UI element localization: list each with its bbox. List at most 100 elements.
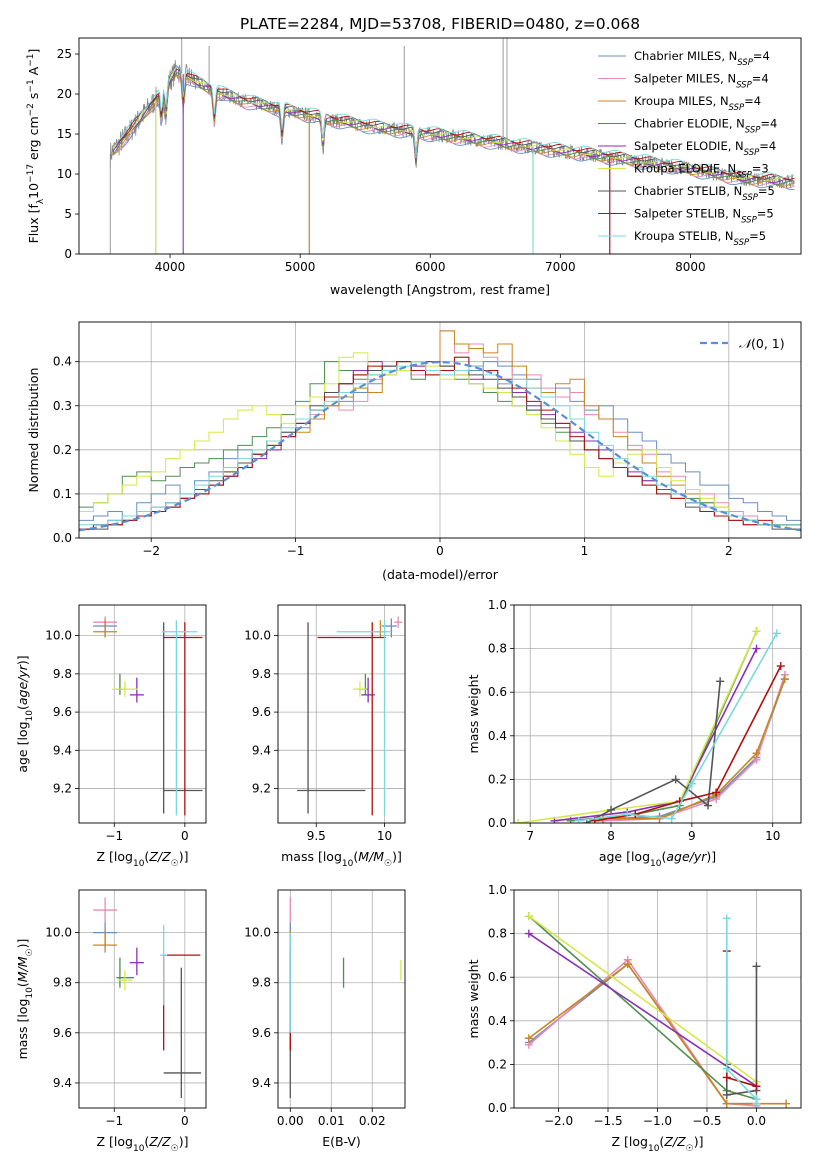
x-tick-label: 0.0 (747, 1114, 766, 1128)
axes-frame (78, 889, 207, 1109)
weight-marker (776, 662, 785, 671)
y-tick-label: 9.4 (252, 743, 271, 757)
y-tick-label: 10.0 (45, 629, 72, 643)
label-part: Z [log (612, 1134, 648, 1149)
legend-tail: =4 (753, 49, 770, 63)
y-tick-label: 9.2 (252, 782, 271, 796)
legend-tail: =4 (752, 72, 769, 86)
label-part: ( (661, 849, 666, 864)
x-tick-label: −1.0 (643, 1114, 672, 1128)
weight-line (578, 632, 778, 822)
y-axis-label: mass [log10(M/M☉)] (15, 939, 35, 1060)
y-tick-label: 9.6 (252, 1026, 271, 1040)
model-spectrum-line (112, 65, 795, 180)
legend-entry: Chabrier ELODIE, NSSP=4 (634, 117, 777, 136)
y-tick-label: 0.8 (488, 927, 507, 941)
legend-sub: SSP (734, 238, 750, 248)
y-tick-label: 0.2 (53, 443, 72, 457)
weight-marker (607, 805, 616, 814)
y-tick-label: 0.6 (488, 685, 507, 699)
legend-sub: SSP (742, 193, 758, 203)
legend-sub: SSP (737, 58, 753, 68)
y-tick-label: 0.2 (488, 1057, 507, 1071)
label-part: )] (706, 849, 716, 864)
legend-entry: Chabrier MILES, NSSP=4 (634, 49, 770, 68)
weight-marker (772, 629, 781, 638)
x-axis-label: Z [log10(Z/Z☉)] (97, 849, 189, 869)
label-part: Z/Z (148, 1134, 171, 1149)
x-tick-label: 7000 (545, 260, 576, 274)
weight-marker (752, 749, 761, 758)
y-tick-label: 0.4 (53, 355, 72, 369)
y-tick-label: 9.4 (53, 743, 72, 757)
legend-tail: =4 (760, 117, 777, 131)
label-part: M/M (15, 956, 30, 982)
y-tick-label: 9.4 (252, 1076, 271, 1090)
y-tick-label: 5 (64, 207, 72, 221)
label-part: 10 (26, 183, 41, 199)
axes-frame (78, 604, 207, 824)
x-tick-label: −1 (105, 829, 123, 843)
label-part: ( (144, 849, 149, 864)
legend-text: Chabrier STELIB, N (634, 184, 742, 198)
label-part: ☉ (171, 859, 179, 869)
legend-text: Salpeter ELODIE, N (634, 139, 744, 153)
label-part: ( (659, 1134, 664, 1149)
y-axis-label: Normed distribution (26, 368, 41, 493)
label-part: )] (15, 655, 30, 665)
label-part: age/yr (666, 849, 707, 864)
label-part: 10 (133, 859, 145, 869)
weight-line (528, 915, 757, 1083)
y-tick-label: 0.0 (488, 816, 507, 830)
legend-entry: Salpeter MILES, NSSP=4 (634, 72, 769, 91)
histogram-step (79, 361, 801, 538)
x-tick-label: 10 (377, 829, 392, 843)
weight-marker (782, 1099, 791, 1108)
x-tick-label: −1.5 (593, 1114, 622, 1128)
legend-text: Kroupa ELODIE, N (634, 162, 736, 176)
x-tick-label: 9 (688, 829, 696, 843)
label-part: Z [log (97, 1134, 133, 1149)
x-axis-label: Z [log10(Z/Z☉)] (612, 1134, 704, 1154)
x-tick-label: 9.5 (307, 829, 326, 843)
y-tick-label: 0.1 (53, 487, 72, 501)
y-tick-label: 10.0 (244, 629, 271, 643)
mass_vs_ebv-axes: 0.00 0.01 0.02 9.4 9.6 9.8 10.0 E(B-V) (244, 889, 406, 1149)
y-tick-label: 1.0 (488, 883, 507, 897)
plot-area (93, 616, 203, 816)
legend-sub: SSP (741, 216, 757, 226)
y-tick-label: 9.8 (252, 976, 271, 990)
x-tick-label: 2 (725, 544, 733, 558)
legend-entry: Salpeter STELIB, NSSP=5 (634, 207, 774, 226)
weight-marker (514, 819, 523, 823)
y-tick-label: 0 (64, 247, 72, 261)
label-part: 10 (133, 1144, 145, 1154)
x-axis-label: age [log10(age/yr)] (599, 849, 716, 869)
weight-line (725, 951, 757, 1087)
label-part: ( (15, 982, 30, 987)
x-tick-label: 4000 (155, 260, 186, 274)
plot-area (109, 38, 795, 254)
legend-sub: SSP (729, 103, 745, 113)
x-tick-label: 10 (765, 829, 780, 843)
label-part: mass [log (15, 999, 30, 1060)
y-tick-label: 9.6 (53, 1026, 72, 1040)
y-axis-label: mass weight (466, 674, 481, 753)
legend-entry: Chabrier STELIB, NSSP=5 (634, 184, 775, 203)
legend-text: Chabrier ELODIE, N (634, 117, 745, 131)
label-part: Z [log (97, 849, 133, 864)
figure-title: PLATE=2284, MJD=53708, FIBERID=0480, z=0… (240, 15, 640, 33)
weight-marker (722, 1064, 731, 1073)
y-tick-label: 0.0 (488, 1101, 507, 1115)
weight-marker (752, 1099, 761, 1108)
y-tick-label: 10.0 (45, 926, 72, 940)
label-part: ( (144, 1134, 149, 1149)
label-part: 10 (342, 859, 354, 869)
mass_vs_z-axes: −1 09.49.69.810.0Z [log10(Z/Z☉)]mass [log… (15, 889, 207, 1154)
label-part: M/M (358, 849, 384, 864)
y-tick-label: 10.0 (244, 926, 271, 940)
weight-marker (722, 1099, 731, 1108)
weight-marker (524, 929, 533, 938)
label-part: Flux [f (26, 204, 41, 244)
